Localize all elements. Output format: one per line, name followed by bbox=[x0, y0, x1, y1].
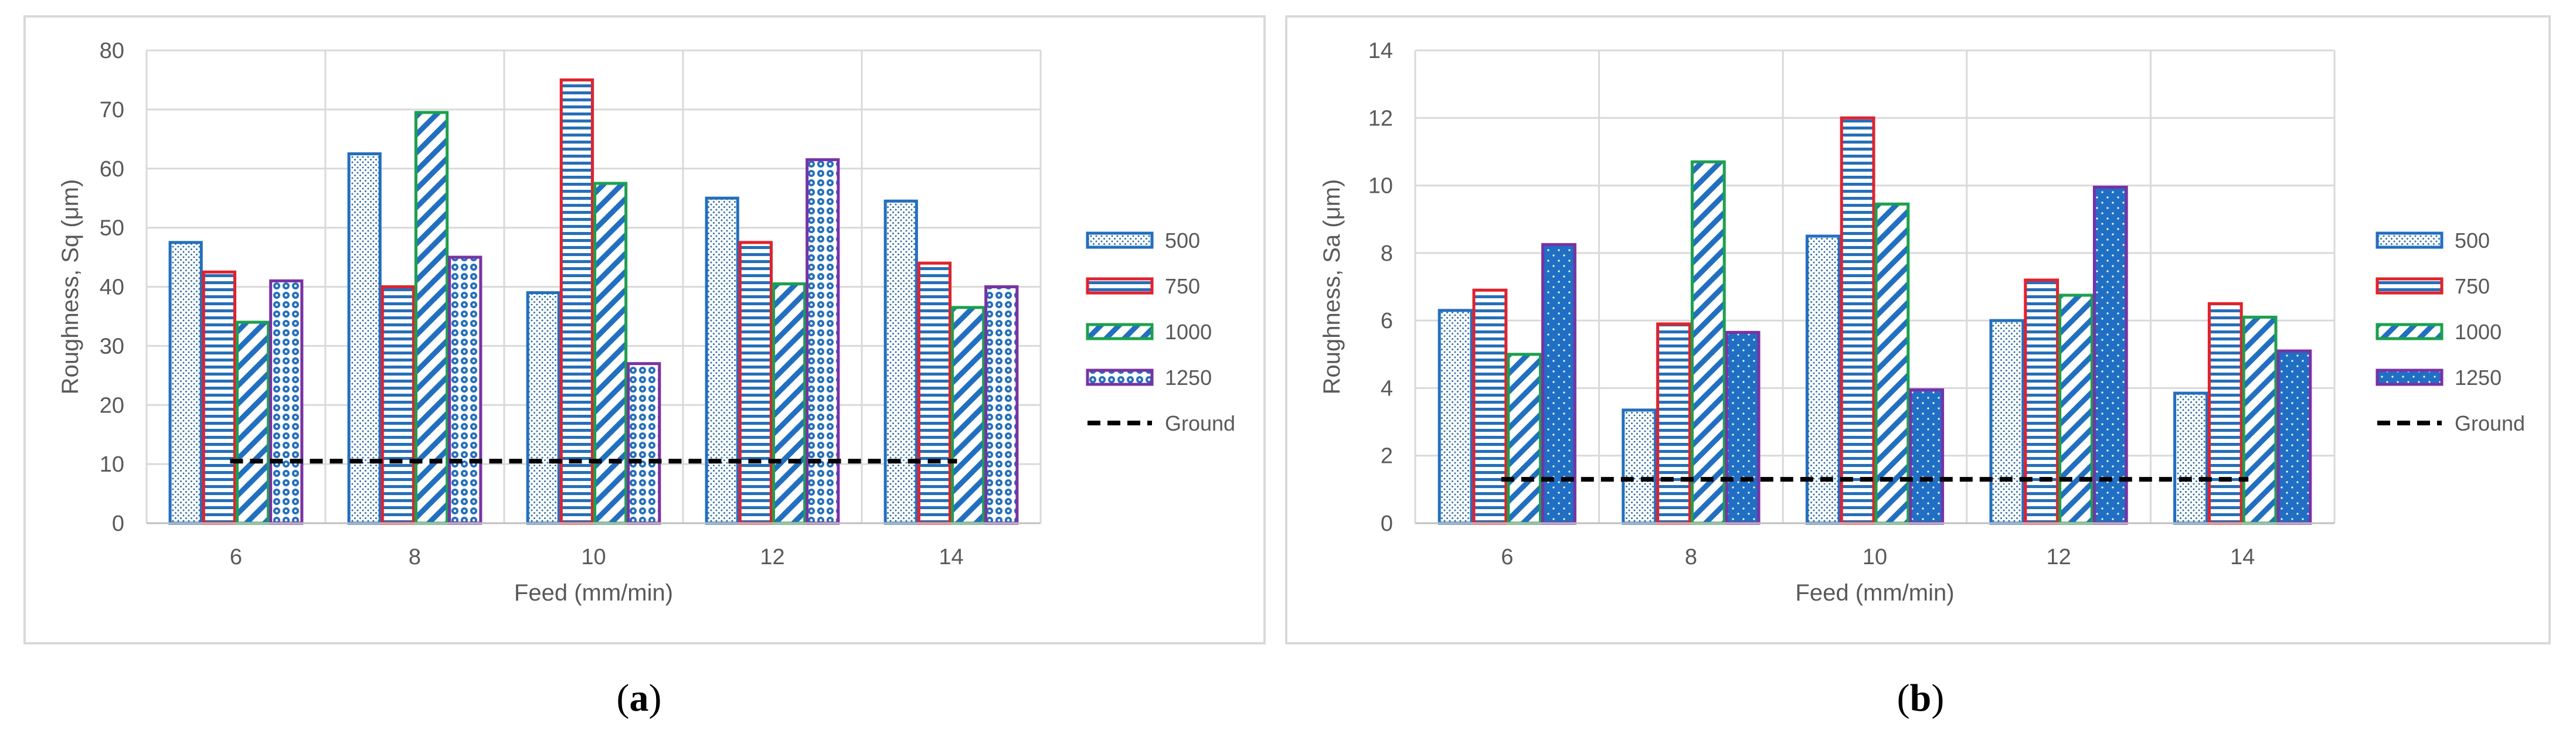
bar-750-8 bbox=[380, 285, 415, 525]
y-tick-label: 80 bbox=[100, 39, 124, 63]
legend-label-1250: 1250 bbox=[2455, 366, 2502, 390]
chart-a: 0 10 20 30 40 50 60 70 80 6 8 10 12 14 Feed (mm/min) Ro… bbox=[57, 39, 1235, 606]
panel-a-label: a bbox=[630, 677, 649, 719]
y-tick-label: 14 bbox=[1368, 39, 1393, 63]
bar-1000-10 bbox=[1874, 202, 1910, 525]
bar-1000-6 bbox=[236, 320, 270, 525]
legend-label-ground: Ground bbox=[2455, 411, 2525, 435]
bar-1000-12 bbox=[772, 282, 807, 525]
bar-1000-10 bbox=[593, 182, 628, 525]
y-tick-label: 4 bbox=[1381, 376, 1393, 401]
x-tick-label: 14 bbox=[939, 545, 963, 569]
bar-500-8 bbox=[1622, 408, 1657, 525]
bar-750-8 bbox=[1656, 322, 1691, 525]
bar-1000-14 bbox=[2242, 315, 2278, 525]
legend-label-750: 750 bbox=[2455, 274, 2490, 298]
y-tick-label: 10 bbox=[1368, 174, 1393, 199]
y-tick-label: 40 bbox=[100, 275, 124, 300]
bar-500-12 bbox=[1989, 319, 2025, 525]
panel-a-caption: (a) bbox=[617, 677, 662, 719]
legend-label-1250: 1250 bbox=[1165, 366, 1212, 390]
panel-b-caption: (b) bbox=[1897, 677, 1945, 719]
bar-1000-8 bbox=[414, 111, 449, 525]
y-tick-label: 30 bbox=[100, 334, 124, 359]
bar-500-6 bbox=[1437, 309, 1473, 525]
bar-1250-14 bbox=[984, 285, 1019, 525]
legend-label-500: 500 bbox=[2455, 228, 2490, 253]
x-tick-label: 12 bbox=[2046, 545, 2071, 569]
bar-1250-8 bbox=[448, 255, 482, 525]
legend-swatch-1250 bbox=[2376, 369, 2444, 386]
legend-swatch-500 bbox=[2376, 231, 2444, 249]
legend-label-500: 500 bbox=[1165, 228, 1200, 253]
bar-750-14 bbox=[2207, 302, 2243, 525]
y-axis-title: Roughness, Sa (μm) bbox=[1319, 179, 1345, 395]
y-tick-label: 0 bbox=[112, 511, 124, 536]
bar-750-6 bbox=[202, 270, 236, 525]
legend-label-ground: Ground bbox=[1165, 411, 1235, 435]
bar-1250-10 bbox=[1909, 388, 1945, 525]
bar-1250-12 bbox=[806, 158, 840, 525]
bar-1250-14 bbox=[2276, 349, 2312, 525]
chart-b: 0 2 4 6 8 10 12 14 6 8 10 12 14 Feed (mm/min) Roughnes… bbox=[1319, 39, 2525, 606]
bar-1000-6 bbox=[1507, 353, 1542, 525]
x-tick-label: 6 bbox=[230, 545, 242, 569]
legend-swatch-750 bbox=[2376, 277, 2444, 295]
x-tick-label: 6 bbox=[1501, 545, 1513, 569]
bar-1000-12 bbox=[2058, 294, 2094, 525]
bar-750-10 bbox=[1840, 116, 1875, 525]
legend-swatch-500 bbox=[1086, 231, 1154, 249]
y-tick-label: 70 bbox=[100, 98, 124, 122]
bar-1000-8 bbox=[1690, 160, 1726, 525]
y-tick-label: 10 bbox=[100, 452, 124, 477]
x-axis-title: Feed (mm/min) bbox=[1795, 580, 1954, 606]
y-tick-label: 50 bbox=[100, 216, 124, 241]
y-tick-label: 60 bbox=[100, 157, 124, 182]
bar-750-6 bbox=[1472, 288, 1508, 525]
bar-500-10 bbox=[526, 291, 560, 525]
bar-500-12 bbox=[705, 196, 739, 525]
y-tick-label: 20 bbox=[100, 393, 124, 418]
legend-label-1000: 1000 bbox=[2455, 320, 2502, 344]
legend-swatch-1250 bbox=[1086, 369, 1154, 386]
x-tick-label: 8 bbox=[1685, 545, 1697, 569]
bar-750-12 bbox=[2024, 278, 2060, 525]
bar-1250-10 bbox=[627, 362, 661, 525]
bar-750-12 bbox=[738, 241, 773, 525]
legend-swatch-1000 bbox=[2376, 323, 2444, 340]
y-axis-title: Roughness, Sq (μm) bbox=[57, 179, 83, 395]
legend-swatch-750 bbox=[1086, 277, 1154, 295]
x-axis-title: Feed (mm/min) bbox=[514, 580, 673, 606]
bar-1250-12 bbox=[2092, 185, 2128, 525]
bar-500-6 bbox=[168, 241, 203, 525]
bar-500-14 bbox=[883, 199, 918, 525]
x-tick-label: 10 bbox=[1863, 545, 1887, 569]
legend-label-1000: 1000 bbox=[1165, 320, 1212, 344]
legend: 500 750 1000 1250 Ground bbox=[1086, 228, 1235, 435]
y-tick-label: 12 bbox=[1368, 106, 1393, 131]
bar-1000-14 bbox=[951, 306, 985, 525]
y-tick-label: 0 bbox=[1381, 511, 1393, 536]
legend: 500 750 1000 1250 Ground bbox=[2376, 228, 2525, 435]
bar-500-10 bbox=[1805, 234, 1841, 525]
y-tick-label: 8 bbox=[1381, 241, 1393, 266]
x-tick-label: 14 bbox=[2230, 545, 2255, 569]
x-tick-label: 12 bbox=[760, 545, 784, 569]
bar-500-8 bbox=[347, 152, 382, 525]
bar-750-10 bbox=[559, 78, 594, 525]
legend-label-750: 750 bbox=[1165, 274, 1200, 298]
x-tick-label: 10 bbox=[581, 545, 606, 569]
legend-swatch-1000 bbox=[1086, 323, 1154, 340]
panel-b-label: b bbox=[1910, 677, 1932, 719]
y-tick-label: 6 bbox=[1381, 309, 1393, 333]
bar-1250-6 bbox=[269, 279, 304, 525]
bar-1250-8 bbox=[1725, 330, 1761, 525]
x-tick-label: 8 bbox=[409, 545, 421, 569]
bar-500-14 bbox=[2173, 391, 2208, 525]
bar-750-14 bbox=[917, 261, 951, 525]
y-tick-label: 2 bbox=[1381, 444, 1393, 469]
